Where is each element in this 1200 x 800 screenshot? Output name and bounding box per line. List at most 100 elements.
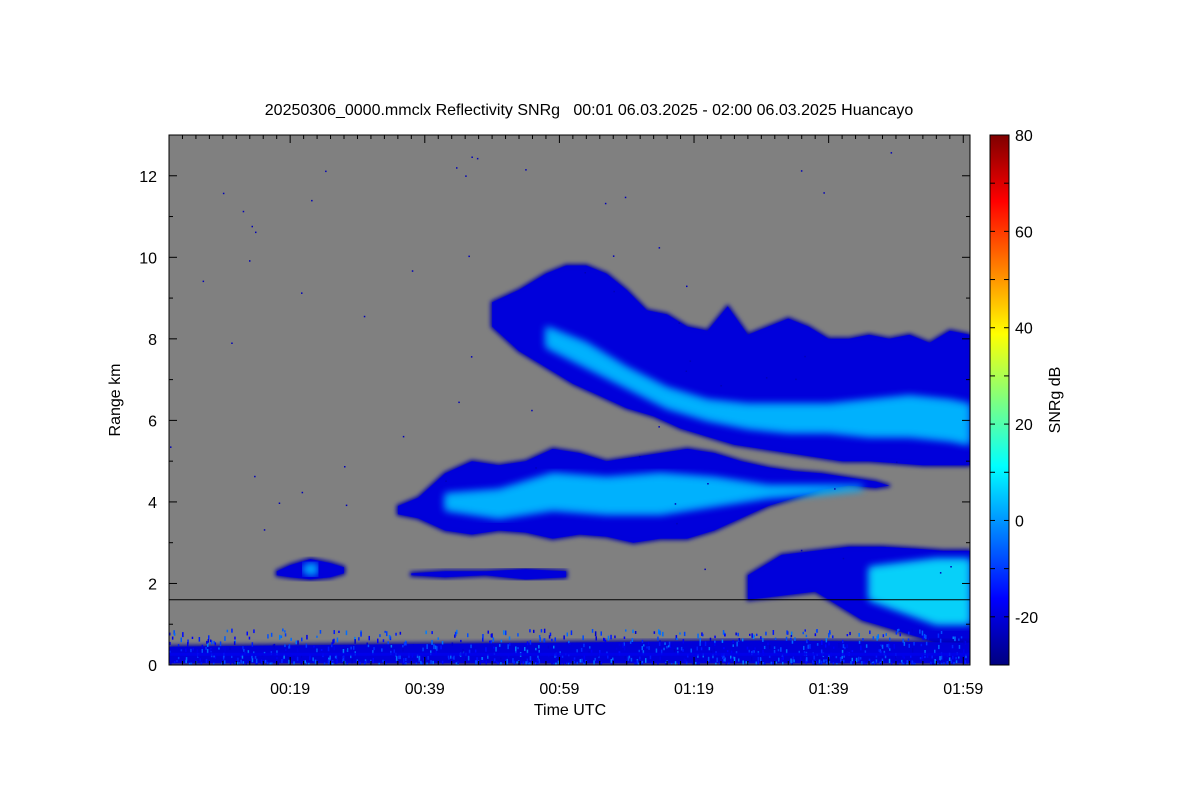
plot-frame xyxy=(168,134,971,666)
noise-speckle xyxy=(955,660,958,664)
noise-speckle xyxy=(906,663,908,665)
noise-speckle xyxy=(229,663,232,665)
noise-speckle xyxy=(210,640,213,645)
noise-speckle xyxy=(610,662,613,665)
noise-speckle xyxy=(675,635,678,640)
noise-speckle xyxy=(505,630,507,636)
noise-speckle xyxy=(399,631,402,635)
noise-speckle xyxy=(301,292,303,294)
noise-speckle xyxy=(526,658,529,662)
noise-speckle xyxy=(200,662,203,665)
noise-speckle xyxy=(313,645,315,648)
noise-speckle xyxy=(384,630,386,633)
noise-speckle xyxy=(930,661,932,665)
echo-core-peak xyxy=(445,473,863,519)
noise-speckle xyxy=(887,643,890,649)
noise-speckle xyxy=(958,645,961,649)
noise-speckle xyxy=(732,640,734,643)
noise-speckle xyxy=(237,657,239,662)
noise-speckle xyxy=(358,637,360,641)
noise-speckle xyxy=(902,638,904,643)
noise-speckle xyxy=(515,651,517,654)
noise-speckle xyxy=(242,646,244,650)
x-tick-label: 00:19 xyxy=(270,681,310,698)
noise-speckle xyxy=(277,661,279,665)
noise-speckle xyxy=(238,662,240,665)
noise-speckle xyxy=(512,658,514,663)
noise-speckle xyxy=(588,650,590,654)
noise-speckle xyxy=(342,658,344,662)
noise-speckle xyxy=(764,662,766,665)
x-tick-label: 00:59 xyxy=(539,681,579,698)
noise-speckle xyxy=(282,657,284,661)
noise-speckle xyxy=(251,642,254,647)
echo-layer xyxy=(169,264,970,665)
noise-speckle xyxy=(762,649,764,654)
noise-speckle xyxy=(314,659,317,665)
noise-speckle xyxy=(253,629,255,634)
noise-speckle xyxy=(696,659,698,662)
noise-speckle xyxy=(201,644,204,650)
noise-speckle xyxy=(301,491,304,494)
noise-speckle xyxy=(278,502,281,504)
noise-speckle xyxy=(293,661,295,665)
noise-speckle xyxy=(196,649,199,653)
noise-speckle xyxy=(547,645,550,649)
noise-speckle xyxy=(823,192,825,194)
noise-speckle xyxy=(919,657,922,660)
noise-speckle xyxy=(553,645,555,649)
noise-speckle xyxy=(939,572,942,574)
noise-speckle xyxy=(859,657,862,660)
noise-speckle xyxy=(699,637,701,643)
noise-speckle xyxy=(849,631,851,636)
noise-speckle xyxy=(535,647,537,651)
noise-speckle xyxy=(437,637,439,640)
noise-speckle xyxy=(255,662,257,665)
noise-speckle xyxy=(460,639,462,643)
noise-speckle xyxy=(858,656,860,662)
noise-speckle xyxy=(505,659,507,663)
noise-speckle xyxy=(911,661,914,665)
noise-speckle xyxy=(279,634,281,640)
colorbar-label: SNRg dB xyxy=(1047,367,1064,434)
noise-speckle xyxy=(958,656,960,659)
noise-speckle xyxy=(538,649,540,653)
noise-speckle xyxy=(809,644,811,649)
noise-speckle xyxy=(304,660,306,664)
noise-speckle xyxy=(921,630,924,636)
y-tick-label: 10 xyxy=(139,250,157,267)
noise-speckle xyxy=(895,631,898,635)
noise-speckle xyxy=(724,657,726,662)
colorbar-tick-label: 80 xyxy=(1015,128,1033,145)
noise-speckle xyxy=(350,646,352,650)
noise-speckle xyxy=(954,636,956,642)
noise-speckle xyxy=(525,169,527,171)
noise-speckle xyxy=(583,643,585,648)
noise-speckle xyxy=(413,656,415,661)
noise-speckle xyxy=(573,660,575,664)
noise-speckle xyxy=(842,557,845,560)
noise-speckle xyxy=(266,662,269,665)
noise-speckle xyxy=(893,644,895,649)
noise-speckle xyxy=(402,647,404,652)
noise-speckle xyxy=(474,649,477,653)
noise-speckle xyxy=(467,633,469,638)
noise-speckle xyxy=(682,639,685,644)
noise-speckle xyxy=(828,661,831,664)
noise-speckle xyxy=(774,637,777,640)
noise-speckle xyxy=(263,529,266,531)
noise-speckle xyxy=(889,637,891,641)
noise-speckle xyxy=(263,647,265,650)
noise-speckle xyxy=(631,638,634,642)
noise-speckle xyxy=(206,649,209,654)
noise-speckle xyxy=(226,629,229,633)
noise-speckle xyxy=(939,660,941,664)
noise-speckle xyxy=(187,642,189,648)
noise-speckle xyxy=(790,659,793,664)
noise-speckle xyxy=(296,648,299,653)
noise-speckle xyxy=(234,662,237,665)
noise-speckle xyxy=(536,662,538,665)
noise-speckle xyxy=(273,643,276,649)
noise-speckle xyxy=(618,643,621,646)
noise-speckle xyxy=(767,642,769,646)
